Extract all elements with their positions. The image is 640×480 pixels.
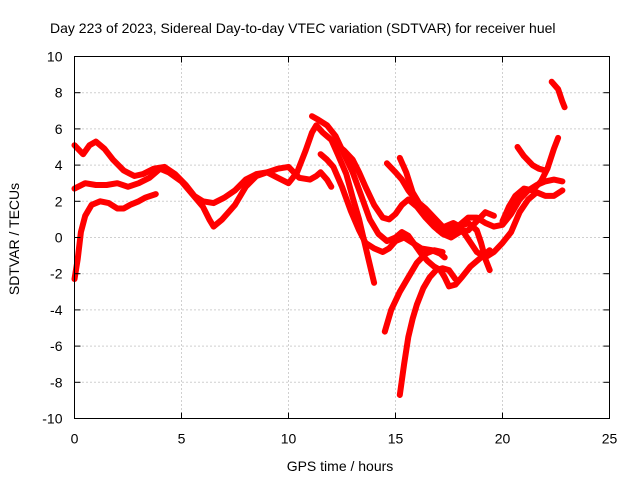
series-line-s3 xyxy=(71,138,335,207)
y-tick-label: 10 xyxy=(47,49,63,65)
y-axis-title: SDTVAR / TECUs xyxy=(6,183,22,295)
series-line-s12 xyxy=(499,134,562,225)
series-line-s14 xyxy=(548,78,568,111)
y-tick-label: -6 xyxy=(50,338,63,354)
y-tick-label: 8 xyxy=(55,85,63,101)
series-line-s13 xyxy=(514,144,549,174)
x-tick-label: 15 xyxy=(388,431,404,447)
x-tick-label: 10 xyxy=(281,431,297,447)
x-axis-title: GPS time / hours xyxy=(287,458,394,474)
y-tick-label: -4 xyxy=(50,302,63,318)
series-layer xyxy=(71,78,568,398)
x-tick-label: 20 xyxy=(495,431,511,447)
series-line-s2 xyxy=(71,122,378,286)
grid-layer xyxy=(74,56,610,419)
series-line-s7 xyxy=(381,247,446,335)
series-line-s10 xyxy=(396,154,493,274)
y-tick-label: 0 xyxy=(55,230,63,246)
x-tick-label: 25 xyxy=(602,431,618,447)
y-tick-label: 4 xyxy=(55,157,63,173)
tick-layer xyxy=(74,56,610,419)
y-tick-label: 2 xyxy=(55,193,63,209)
chart-title: Day 223 of 2023, Sidereal Day-to-day VTE… xyxy=(50,20,556,36)
x-tick-label: 5 xyxy=(178,431,186,447)
y-tick-label: 6 xyxy=(55,121,63,137)
x-tick-label: 0 xyxy=(71,431,79,447)
y-tick-label: -10 xyxy=(42,411,62,427)
series-line-s11 xyxy=(441,187,566,261)
series-line-s6 xyxy=(317,151,448,261)
series-line-s1 xyxy=(71,191,159,283)
series-line-s8 xyxy=(396,265,459,398)
tick-label-layer: 0 5 10 15 20 25 -10 -8 -6 -4 -2 0 2 4 6 8 10 xyxy=(42,49,617,447)
y-tick-label: -2 xyxy=(50,266,63,282)
y-tick-label: -8 xyxy=(50,374,63,390)
